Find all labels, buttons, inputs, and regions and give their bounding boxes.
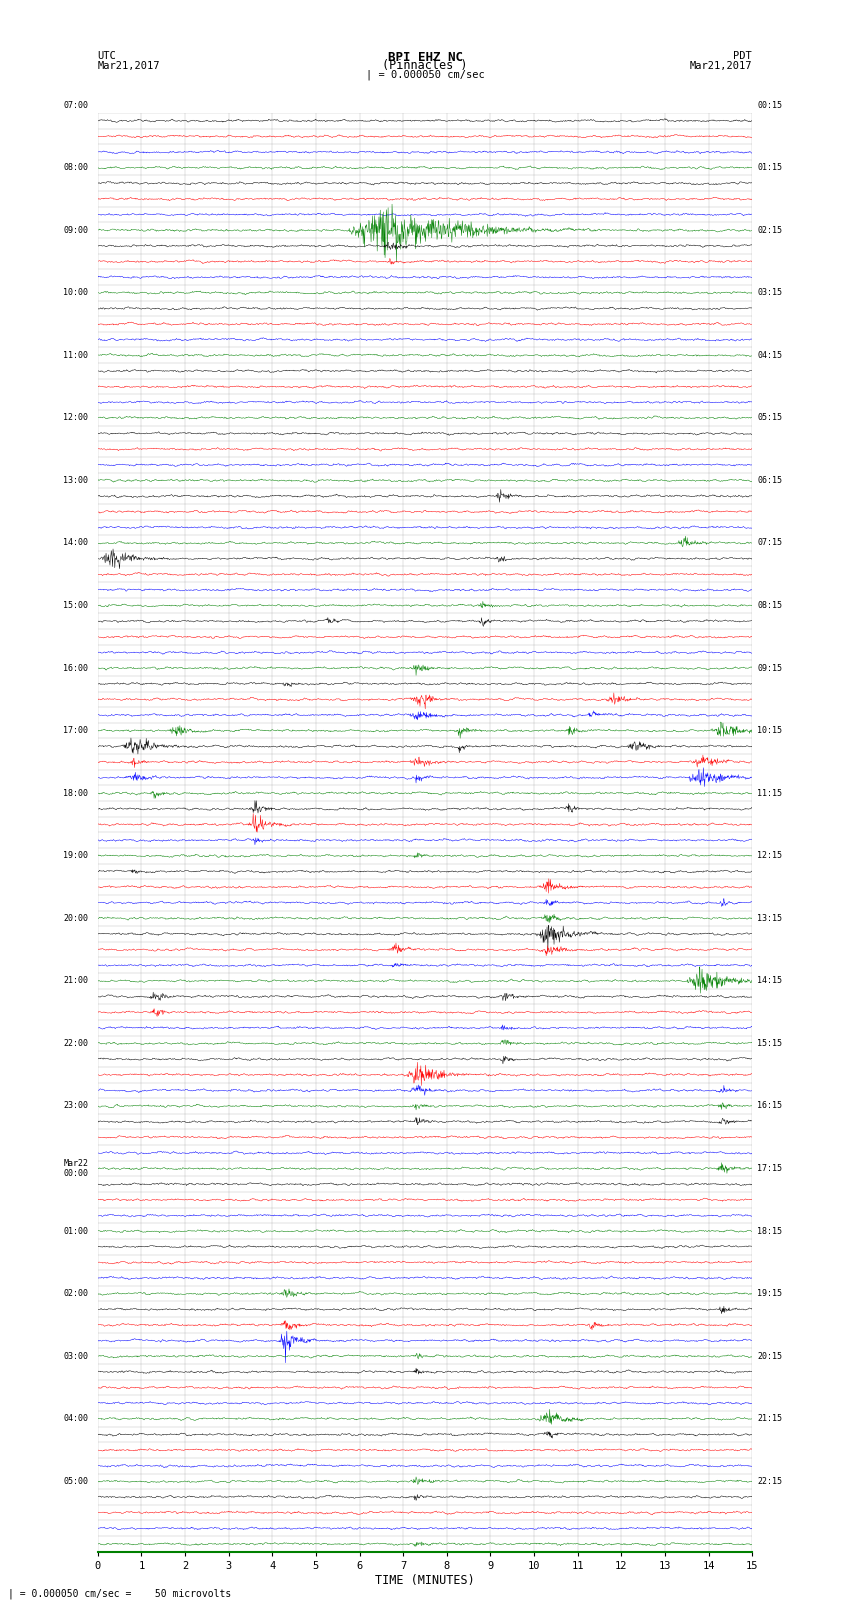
Text: (Pinnacles ): (Pinnacles ): [382, 58, 468, 71]
Text: 01:15: 01:15: [757, 163, 783, 173]
Text: 15:00: 15:00: [63, 602, 88, 610]
Text: 01:00: 01:00: [63, 1226, 88, 1236]
Text: 20:00: 20:00: [63, 915, 88, 923]
Text: 03:00: 03:00: [63, 1352, 88, 1361]
Text: 14:00: 14:00: [63, 539, 88, 547]
Text: 13:15: 13:15: [757, 915, 783, 923]
Text: 16:00: 16:00: [63, 663, 88, 673]
Text: 12:15: 12:15: [757, 852, 783, 860]
Text: 21:00: 21:00: [63, 976, 88, 986]
Text: 08:00: 08:00: [63, 163, 88, 173]
Text: 18:15: 18:15: [757, 1226, 783, 1236]
Text: 22:00: 22:00: [63, 1039, 88, 1048]
Text: 02:00: 02:00: [63, 1289, 88, 1298]
Text: 04:15: 04:15: [757, 350, 783, 360]
Text: 16:15: 16:15: [757, 1102, 783, 1110]
Text: 05:15: 05:15: [757, 413, 783, 423]
Text: 21:15: 21:15: [757, 1415, 783, 1423]
Text: 10:00: 10:00: [63, 289, 88, 297]
Text: 23:00: 23:00: [63, 1102, 88, 1110]
Text: 22:15: 22:15: [757, 1478, 783, 1486]
Text: PDT: PDT: [734, 52, 752, 61]
Text: 08:15: 08:15: [757, 602, 783, 610]
Text: 07:15: 07:15: [757, 539, 783, 547]
Text: Mar22
00:00: Mar22 00:00: [63, 1158, 88, 1177]
Text: 11:15: 11:15: [757, 789, 783, 798]
Text: 02:15: 02:15: [757, 226, 783, 235]
Text: 19:00: 19:00: [63, 852, 88, 860]
Text: UTC: UTC: [98, 52, 116, 61]
Text: | = 0.000050 cm/sec =    50 microvolts: | = 0.000050 cm/sec = 50 microvolts: [8, 1589, 232, 1598]
Text: 04:00: 04:00: [63, 1415, 88, 1423]
Text: 09:15: 09:15: [757, 663, 783, 673]
Text: 12:00: 12:00: [63, 413, 88, 423]
Text: 14:15: 14:15: [757, 976, 783, 986]
Text: 07:00: 07:00: [63, 100, 88, 110]
Text: BPI EHZ NC: BPI EHZ NC: [388, 50, 462, 65]
Text: 17:15: 17:15: [757, 1165, 783, 1173]
Text: 05:00: 05:00: [63, 1478, 88, 1486]
Text: Mar21,2017: Mar21,2017: [98, 61, 161, 71]
Text: 03:15: 03:15: [757, 289, 783, 297]
X-axis label: TIME (MINUTES): TIME (MINUTES): [375, 1574, 475, 1587]
Text: | = 0.000050 cm/sec: | = 0.000050 cm/sec: [366, 69, 484, 79]
Text: Mar21,2017: Mar21,2017: [689, 61, 752, 71]
Text: 17:00: 17:00: [63, 726, 88, 736]
Text: 19:15: 19:15: [757, 1289, 783, 1298]
Text: 11:00: 11:00: [63, 350, 88, 360]
Text: 10:15: 10:15: [757, 726, 783, 736]
Text: 15:15: 15:15: [757, 1039, 783, 1048]
Text: 13:00: 13:00: [63, 476, 88, 486]
Text: 00:15: 00:15: [757, 100, 783, 110]
Text: 09:00: 09:00: [63, 226, 88, 235]
Text: 18:00: 18:00: [63, 789, 88, 798]
Text: 06:15: 06:15: [757, 476, 783, 486]
Text: 20:15: 20:15: [757, 1352, 783, 1361]
